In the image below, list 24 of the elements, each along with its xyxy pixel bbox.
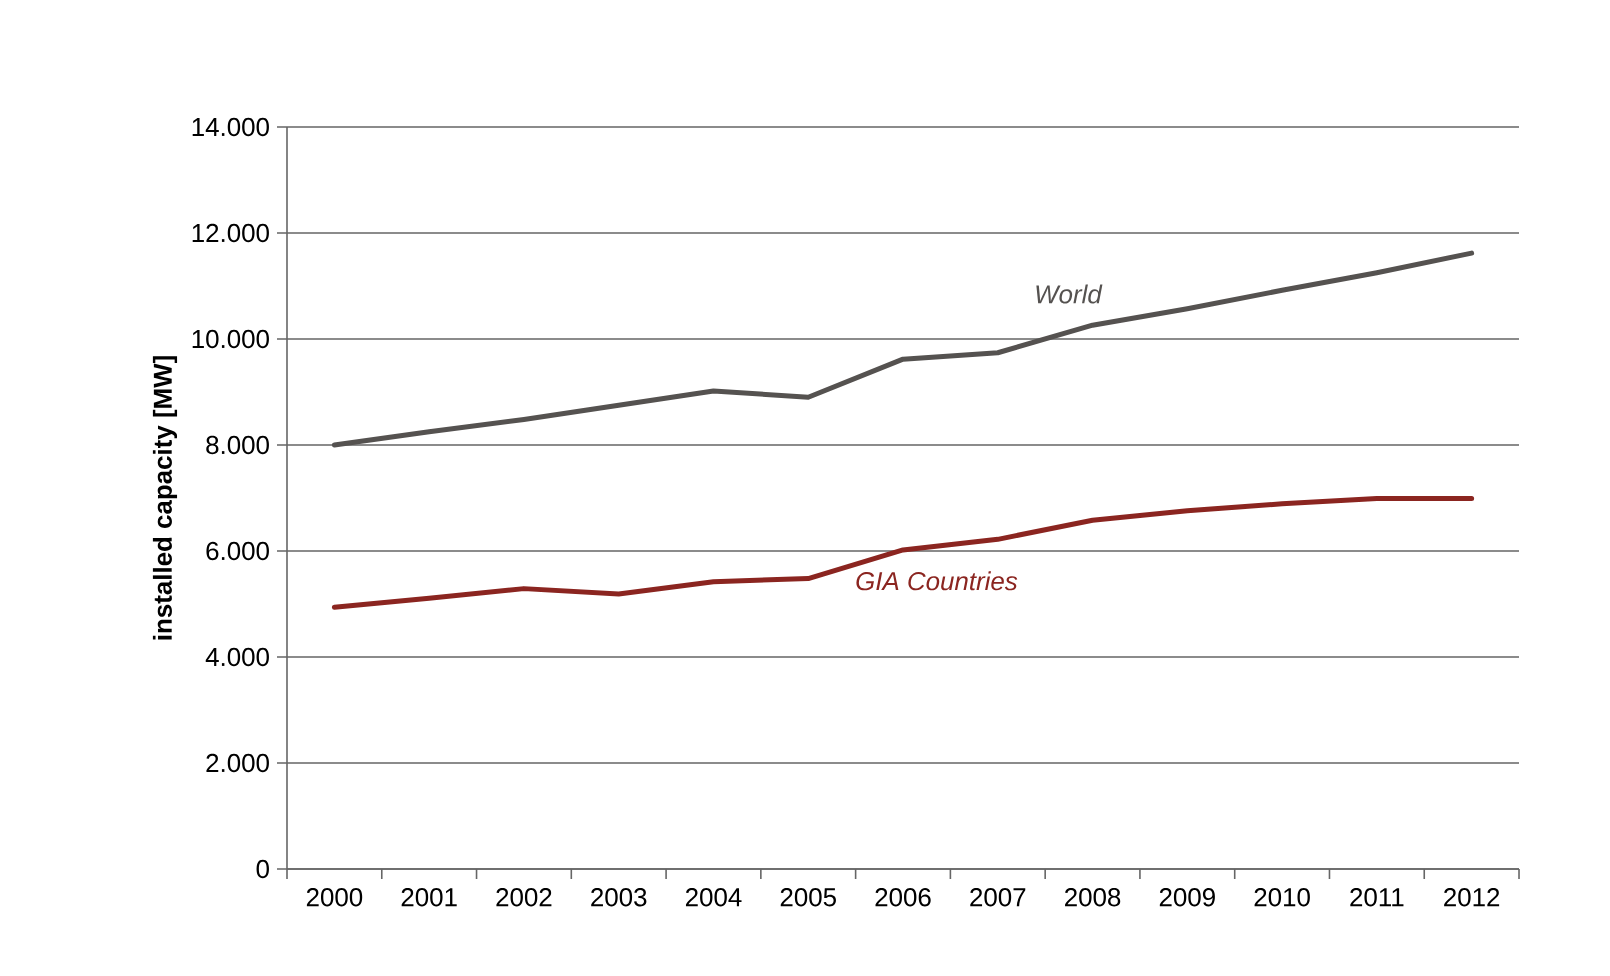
x-tick-label: 2011 [1350,888,1404,907]
x-tick-label: 2012 [1444,888,1500,907]
x-tick-label: 2000 [306,888,363,907]
x-tick-label: 2001 [401,888,457,907]
y-tick-label: 14.000 [192,117,269,137]
x-tick-label: 2009 [1159,888,1215,907]
x-tick-label: 2008 [1065,888,1121,907]
y-tick-label: 6.000 [206,541,269,561]
y-tick-label: 10.000 [192,329,269,349]
x-tick-label: 2007 [970,888,1026,907]
y-tick-label: 12.000 [192,223,269,243]
x-tick-label: 2005 [780,888,836,907]
x-tick-label: 2006 [875,888,931,907]
x-tick-label: 2004 [685,888,742,907]
y-tick-label: 8.000 [206,435,269,455]
y-axis-title: installed capacity [MW] [152,356,178,640]
y-tick-label: 4.000 [205,647,269,667]
x-tick-label: 2010 [1254,888,1310,907]
series-label: GIA Countries [856,571,1018,591]
series-label: World [1036,284,1103,304]
x-tick-label: 2002 [496,888,552,907]
x-tick-label: 2003 [591,888,647,907]
y-tick-label: 0 [256,859,269,879]
y-tick-label: 2.000 [206,753,269,773]
